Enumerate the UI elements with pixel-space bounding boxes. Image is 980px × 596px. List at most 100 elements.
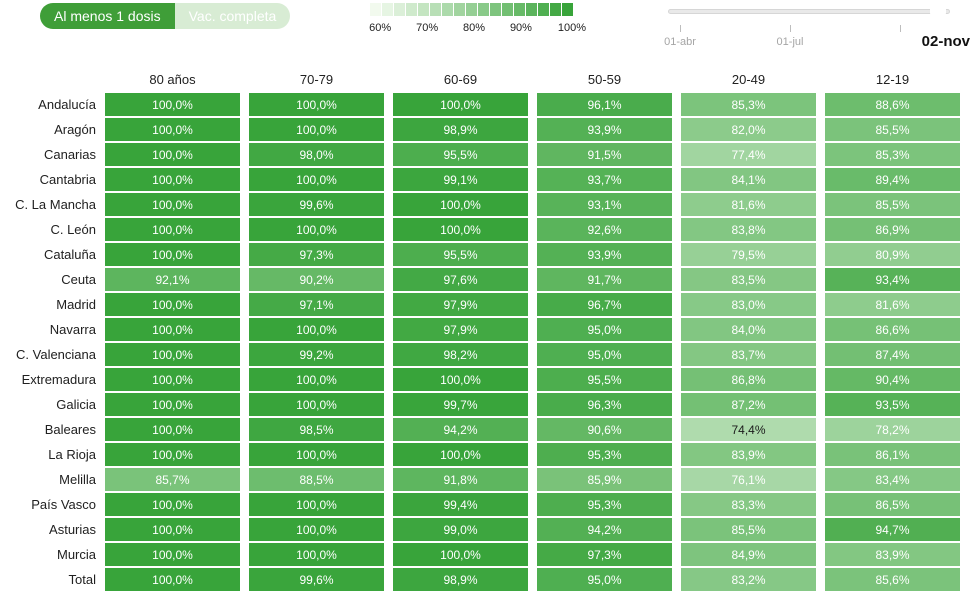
heatmap-cell: 100,0% (393, 368, 528, 391)
heatmap-cell: 83,9% (825, 543, 960, 566)
date-slider[interactable]: 01-abr 01-jul 02-nov (660, 0, 980, 56)
legend-swatch (442, 3, 453, 16)
toggle-option-al-menos-1-dosis[interactable]: Al menos 1 dosis (40, 3, 175, 29)
heatmap-cell: 83,2% (681, 568, 816, 591)
heatmap-cell: 100,0% (105, 118, 240, 141)
heatmap-cell: 77,4% (681, 143, 816, 166)
heatmap-cell: 97,3% (537, 543, 672, 566)
heatmap-cell: 99,1% (393, 168, 528, 191)
row-label: Cantabria (39, 172, 96, 187)
heatmap-cell: 100,0% (249, 318, 384, 341)
legend-swatch (418, 3, 429, 16)
row-label: Galicia (56, 397, 96, 412)
heatmap-cell: 100,0% (105, 543, 240, 566)
heatmap-cell: 98,0% (249, 143, 384, 166)
heatmap-cell: 95,5% (537, 368, 672, 391)
slider-track[interactable] (668, 9, 950, 14)
heatmap-cell: 82,0% (681, 118, 816, 141)
heatmap-cell: 90,2% (249, 268, 384, 291)
heatmap-cell: 95,5% (393, 243, 528, 266)
legend-gradient (370, 3, 574, 16)
heatmap-cell: 98,5% (249, 418, 384, 441)
row-label: C. La Mancha (15, 197, 96, 212)
column-header: 12-19 (875, 72, 910, 87)
heatmap-cell: 98,9% (393, 568, 528, 591)
heatmap-cell: 100,0% (249, 493, 384, 516)
heatmap-cell: 91,7% (537, 268, 672, 291)
heatmap-cell: 95,0% (537, 343, 672, 366)
heatmap-cell: 95,0% (537, 568, 672, 591)
heatmap-cell: 97,6% (393, 268, 528, 291)
heatmap-cell: 100,0% (393, 193, 528, 216)
heatmap-cell: 79,5% (681, 243, 816, 266)
heatmap-cell: 100,0% (105, 218, 240, 241)
heatmap-cell: 95,3% (537, 443, 672, 466)
slider-tick-label: 01-abr (664, 36, 696, 48)
heatmap-cell: 100,0% (249, 368, 384, 391)
legend-swatch (490, 3, 501, 16)
heatmap-cell: 100,0% (105, 493, 240, 516)
row-label: C. León (50, 222, 96, 237)
heatmap-cell: 83,8% (681, 218, 816, 241)
legend-tick-labels: 60% 70% 80% 90% 100% (369, 22, 586, 36)
heatmap-cell: 95,3% (537, 493, 672, 516)
heatmap-cell: 100,0% (105, 418, 240, 441)
legend-swatch (454, 3, 465, 16)
legend-swatch (466, 3, 477, 16)
heatmap-cell: 85,5% (681, 518, 816, 541)
heatmap-cell: 100,0% (105, 393, 240, 416)
heatmap-cell: 86,6% (825, 318, 960, 341)
heatmap-cell: 96,3% (537, 393, 672, 416)
heatmap-cell: 100,0% (105, 243, 240, 266)
slider-tick (790, 25, 791, 32)
heatmap-cell: 85,5% (825, 193, 960, 216)
heatmap-cell: 94,2% (537, 518, 672, 541)
color-scale-legend: 60% 70% 80% 90% 100% (369, 3, 586, 36)
row-label: Navarra (49, 322, 96, 337)
row-label: Total (68, 572, 96, 587)
heatmap-cell: 86,5% (825, 493, 960, 516)
heatmap-cell: 95,5% (393, 143, 528, 166)
heatmap-cell: 92,6% (537, 218, 672, 241)
row-label: Murcia (56, 547, 96, 562)
heatmap-cell: 96,7% (537, 293, 672, 316)
row-label: C. Valenciana (16, 347, 96, 362)
row-label: Madrid (56, 297, 96, 312)
legend-swatch (526, 3, 537, 16)
heatmap-cell: 100,0% (249, 518, 384, 541)
current-date-label: 02-nov (921, 33, 970, 50)
column-header: 50-59 (587, 72, 622, 87)
legend-tick-label: 100% (557, 22, 587, 34)
heatmap-cell: 83,0% (681, 293, 816, 316)
column-header: 70-79 (299, 72, 334, 87)
toggle-option-vac-completa[interactable]: Vac. completa (174, 3, 291, 29)
heatmap-cell: 84,1% (681, 168, 816, 191)
heatmap-cell: 85,3% (825, 143, 960, 166)
heatmap-cell: 84,0% (681, 318, 816, 341)
heatmap-cell: 100,0% (393, 218, 528, 241)
row-label: Baleares (44, 422, 96, 437)
heatmap-cell: 100,0% (393, 443, 528, 466)
heatmap-cell: 84,9% (681, 543, 816, 566)
row-label: Canarias (43, 147, 96, 162)
legend-tick-label: 60% (369, 22, 392, 34)
heatmap-cell: 88,5% (249, 468, 384, 491)
heatmap-cell: 99,7% (393, 393, 528, 416)
row-label: Asturias (49, 522, 96, 537)
dose-toggle[interactable]: Al menos 1 dosis Vac. completa (40, 3, 291, 29)
row-label: Cataluña (43, 247, 96, 262)
heatmap-cell: 85,5% (825, 118, 960, 141)
heatmap-cell: 100,0% (249, 93, 384, 116)
legend-swatch (550, 3, 561, 16)
heatmap-cell: 96,1% (537, 93, 672, 116)
heatmap-cell: 100,0% (249, 168, 384, 191)
heatmap-cell: 97,3% (249, 243, 384, 266)
slider-thumb[interactable] (930, 3, 946, 22)
heatmap-cell: 98,9% (393, 118, 528, 141)
heatmap-cell: 98,2% (393, 343, 528, 366)
heatmap-cell: 94,7% (825, 518, 960, 541)
heatmap-cell: 80,9% (825, 243, 960, 266)
column-header: 20-49 (731, 72, 766, 87)
heatmap-cell: 88,6% (825, 93, 960, 116)
legend-swatch (430, 3, 441, 16)
